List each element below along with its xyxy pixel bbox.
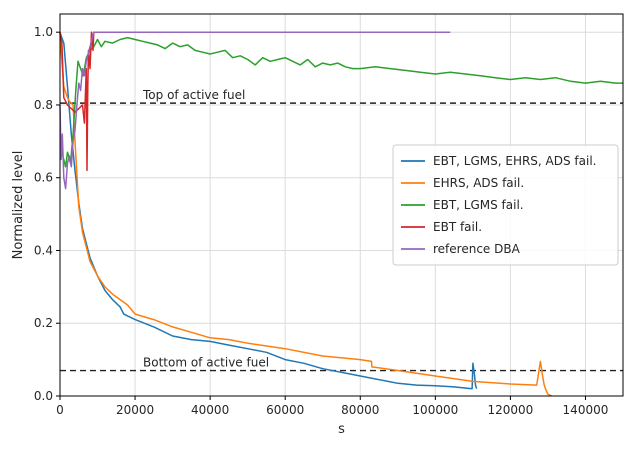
y-tick-label: 1.0 <box>34 25 53 39</box>
series-line <box>59 32 553 397</box>
series-line <box>59 31 451 190</box>
reference-lines <box>60 102 623 372</box>
annotation-bottom-of-active-fuel: Bottom of active fuel <box>143 356 269 370</box>
y-tick-label: 0.8 <box>34 98 53 112</box>
legend: EBT, LGMS, EHRS, ADS fail. EHRS, ADS fail… <box>392 144 619 266</box>
y-tick-label: 0.4 <box>34 243 53 257</box>
legend-label: reference DBA <box>433 242 521 256</box>
annotation-top-of-active-fuel: Top of active fuel <box>142 88 245 102</box>
y-tick-label: 0.0 <box>34 389 53 403</box>
x-tick-label: 60000 <box>266 403 304 417</box>
x-tick-label: 140000 <box>563 403 609 417</box>
series-line <box>59 31 105 172</box>
x-tick-label: 100000 <box>412 403 458 417</box>
legend-label: EBT, LGMS, EHRS, ADS fail. <box>433 154 597 168</box>
series-lines <box>59 31 623 397</box>
y-tick-label: 0.2 <box>34 316 53 330</box>
legend-label: EBT, LGMS fail. <box>433 198 524 212</box>
x-tick-label: 20000 <box>116 403 154 417</box>
y-axis-label: Normalized level <box>11 151 26 260</box>
legend-box <box>392 144 619 266</box>
x-tick-label: 40000 <box>191 403 229 417</box>
x-tick-label: 80000 <box>341 403 379 417</box>
x-axis-label: s <box>338 422 345 437</box>
x-tick-label: 120000 <box>487 403 533 417</box>
x-tick-label: 0 <box>56 403 64 417</box>
legend-label: EBT fail. <box>433 220 482 234</box>
axis-ticks: 0 20000 40000 60000 80000 100000 120000 140000 0… <box>34 25 608 417</box>
y-tick-label: 0.6 <box>34 171 53 185</box>
legend-label: EHRS, ADS fail. <box>433 176 524 190</box>
plot-frame <box>59 13 624 397</box>
